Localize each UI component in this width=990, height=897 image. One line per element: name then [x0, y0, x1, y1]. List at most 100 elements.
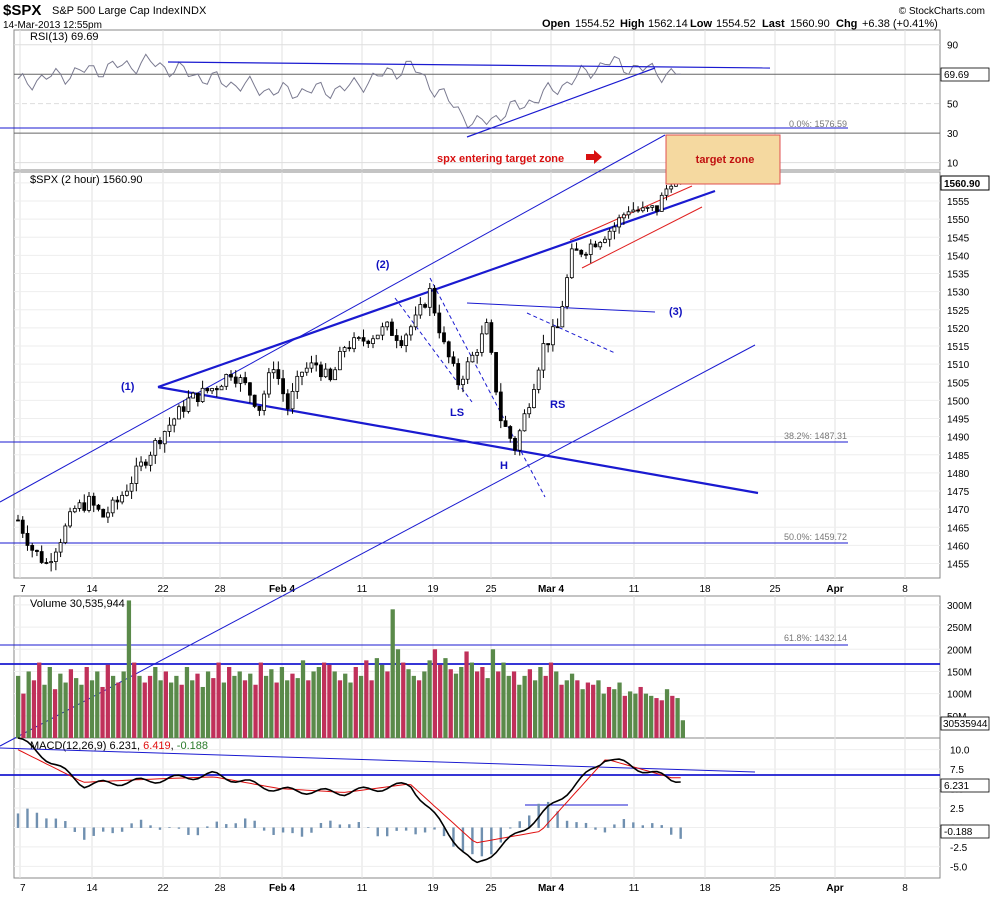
- volume-bar: [680, 720, 685, 738]
- macd-histogram-bar: [102, 827, 105, 832]
- price-last-tag-box: [940, 175, 990, 191]
- macd-y-tick: -5.0: [950, 862, 968, 873]
- candle-body: [385, 321, 390, 328]
- volume-bar: [253, 684, 258, 738]
- candle-body: [636, 209, 640, 212]
- volume-bar: [358, 675, 364, 738]
- volume-bar: [369, 680, 374, 738]
- volume-bar: [211, 678, 216, 738]
- macd-histogram-bar: [575, 822, 578, 828]
- macd-histogram-bar: [338, 824, 342, 828]
- volume-y-tick: 300M: [947, 601, 972, 612]
- candle-body: [77, 502, 82, 509]
- candle-body: [148, 454, 153, 466]
- candle-body: [58, 542, 63, 553]
- fib-382-label: 38.2%: 1487.31: [784, 431, 847, 441]
- volume-bar: [232, 675, 237, 738]
- price-y-tick: 1475: [947, 487, 970, 498]
- candle-body: [371, 338, 375, 344]
- candle-body: [598, 242, 603, 248]
- volume-bar: [511, 671, 517, 738]
- macd-histogram-bar: [348, 824, 351, 828]
- macd-histogram-bar: [187, 827, 190, 835]
- macd-histogram-bar: [499, 827, 502, 843]
- high-value: 1562.14: [648, 18, 688, 30]
- x-tick-label-bottom: 22: [157, 883, 169, 894]
- volume-bar: [527, 669, 533, 738]
- candle-body: [546, 343, 551, 346]
- volume-bar: [533, 680, 538, 738]
- price-y-tick: 1460: [947, 541, 970, 552]
- macd-histogram-bar: [16, 813, 20, 828]
- candle-body: [219, 385, 224, 391]
- candle-body: [20, 519, 25, 534]
- volume-bar: [353, 667, 358, 738]
- fib-50-label: 50.0%: 1459.72: [784, 532, 847, 542]
- macd-histogram-bar: [367, 827, 370, 828]
- candle-body: [53, 551, 58, 562]
- x-axis-top: 7 14 22 28 Feb 4 11 19 25 Mar 4 11 18 25 Apr 8: [20, 584, 908, 595]
- macd-histogram-bar: [651, 823, 654, 828]
- volume-bar: [569, 673, 575, 738]
- volume-last-tag-box: [940, 716, 990, 731]
- y-axis-ticks: 9070503010156015551550154515401535153015…: [947, 41, 972, 874]
- candle-body: [323, 368, 328, 378]
- volume-bar: [416, 680, 422, 738]
- macd-histogram-bar: [414, 827, 417, 835]
- x-tick-label-top: 22: [157, 584, 169, 595]
- volume-bar: [321, 662, 327, 738]
- candle-body: [96, 504, 101, 510]
- volume-bar: [601, 693, 606, 738]
- macd-histogram-bar: [632, 822, 635, 828]
- low-label: Low: [690, 18, 712, 30]
- macd-histogram-bar: [357, 822, 360, 828]
- candle-body: [498, 391, 503, 422]
- macd-histogram-bar: [83, 827, 86, 840]
- macd-histogram-bar: [262, 827, 266, 831]
- candle-body: [314, 362, 319, 366]
- right-shoulder-label: RS: [550, 399, 565, 411]
- volume-bar: [137, 675, 142, 738]
- candle-body: [532, 389, 536, 409]
- candle-body: [555, 326, 560, 329]
- volume-bar: [63, 682, 68, 738]
- volume-bar: [432, 649, 438, 738]
- volume-bar: [643, 693, 649, 738]
- candle-body: [475, 352, 480, 356]
- target-zone-box: [665, 134, 781, 185]
- candle-body: [115, 499, 120, 503]
- red-channel-lower: [581, 206, 703, 269]
- x-tick-label-bottom: 11: [357, 883, 368, 894]
- candle-body: [210, 388, 214, 392]
- candle-body: [68, 511, 72, 527]
- chg-label: Chg: [836, 18, 857, 30]
- macd-histogram-bar: [442, 827, 446, 837]
- candle-body: [304, 367, 309, 373]
- trendline: [526, 312, 616, 354]
- macd-histogram-bar: [234, 823, 237, 828]
- macd-histogram-bar: [452, 827, 455, 847]
- volume-bar: [612, 689, 617, 738]
- price-y-tick: 1515: [947, 342, 970, 353]
- volume-bar: [216, 662, 221, 738]
- macd-histogram-bar: [395, 827, 398, 831]
- signal-value-label: 6.419: [143, 740, 171, 752]
- candle-body: [110, 499, 115, 514]
- candle-body: [517, 430, 522, 451]
- macd-histogram-bar: [26, 808, 29, 828]
- x-tick-label-bottom: 11: [629, 883, 640, 894]
- macd-panel-label: MACD(12,26,9) 6.231, 6.419, -0.188: [30, 740, 208, 752]
- trendline: [0, 344, 756, 747]
- volume-bar: [385, 671, 390, 738]
- macd-y-tick: 2.5: [950, 804, 964, 815]
- macd-histogram-bar: [319, 822, 323, 828]
- last-value: 1560.90: [790, 18, 830, 30]
- candle-body: [243, 377, 248, 384]
- volume-bar: [190, 680, 195, 738]
- candle-body: [16, 519, 20, 522]
- volume-bar: [374, 658, 380, 738]
- volume-bar: [158, 680, 163, 738]
- candle-body: [177, 406, 181, 420]
- x-tick-label-bottom: Feb 4: [269, 883, 296, 894]
- volume-bar: [654, 698, 659, 738]
